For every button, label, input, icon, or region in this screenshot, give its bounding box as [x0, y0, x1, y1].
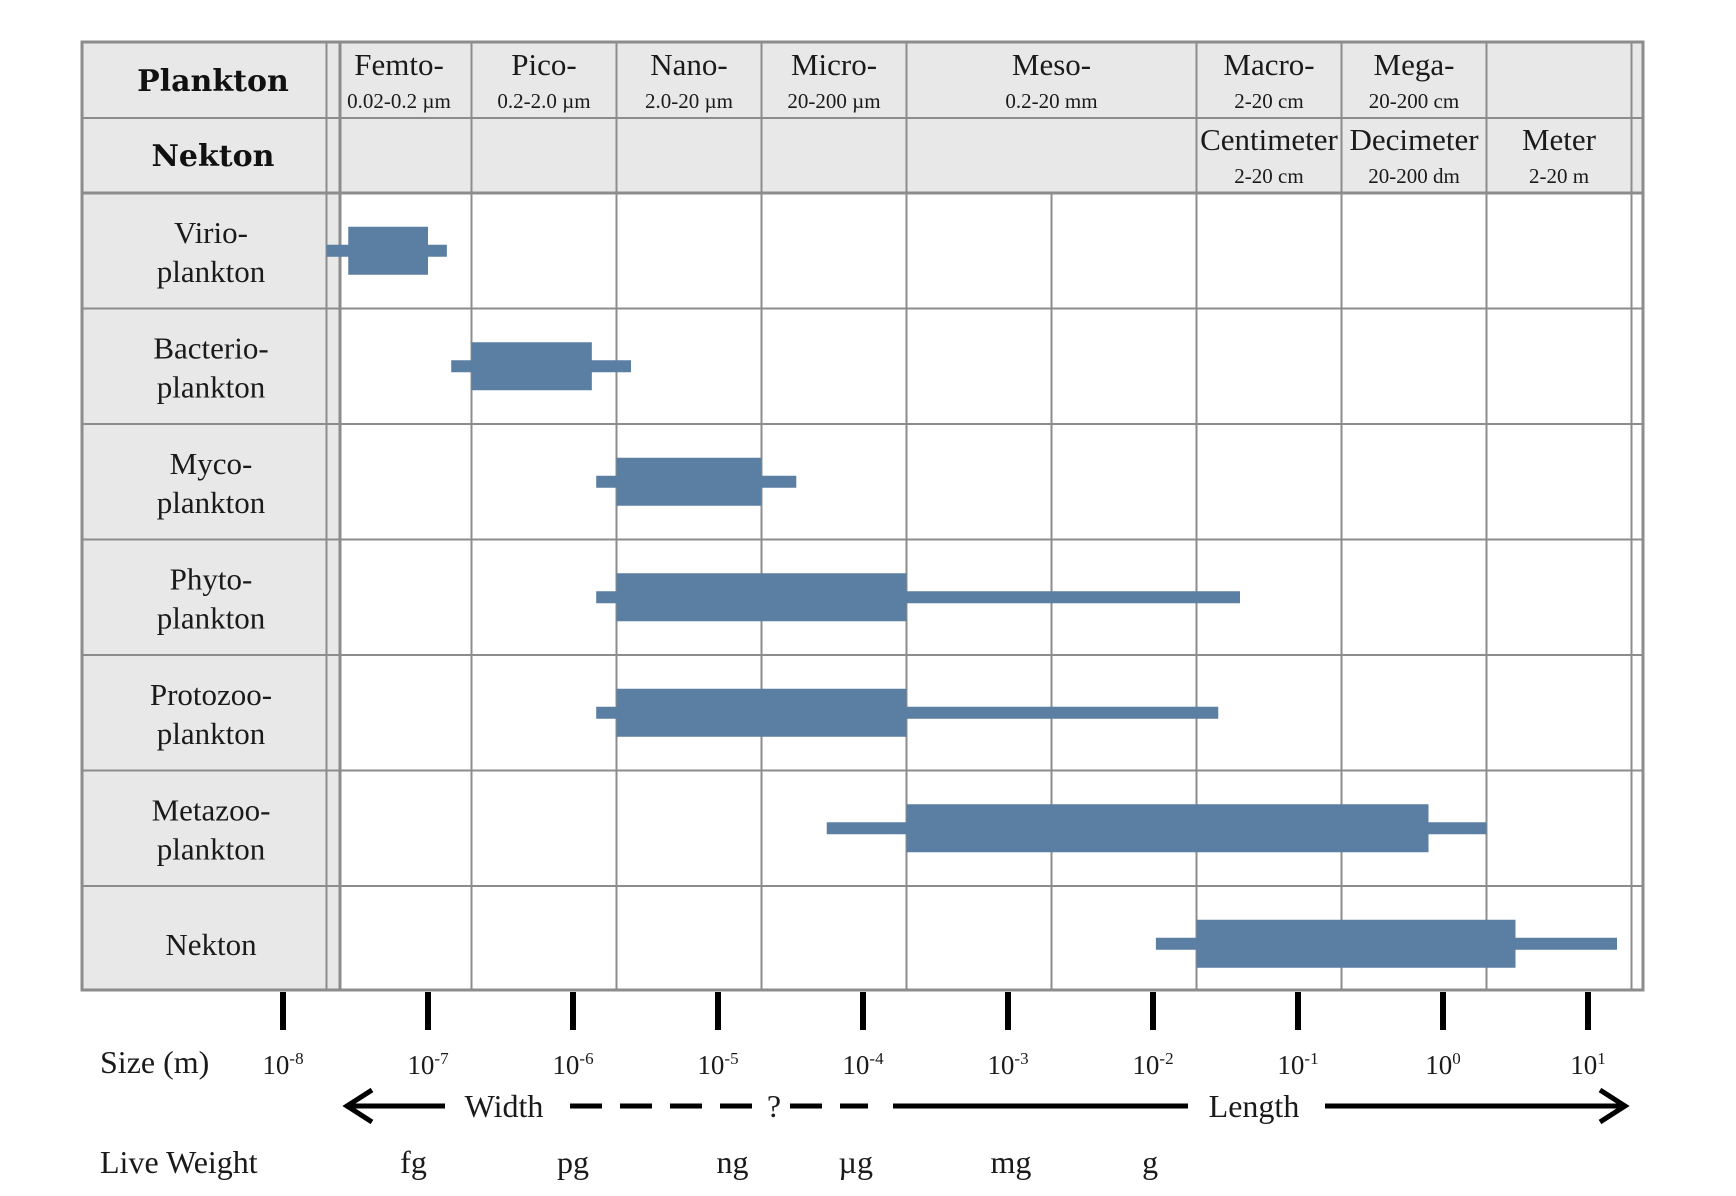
axis-tick — [715, 992, 721, 1030]
length-label: Length — [1209, 1088, 1300, 1124]
live-weight-unit: g — [1142, 1144, 1158, 1180]
row-label-line1: Protozoo- — [150, 677, 272, 712]
axis-tick-label: 10-4 — [842, 1049, 884, 1080]
nekton-class-name: Centimeter — [1200, 122, 1338, 157]
axis-tick-label: 10-8 — [262, 1049, 303, 1080]
axis-tick — [1295, 992, 1301, 1030]
right-arrowhead — [1598, 1087, 1630, 1125]
axis-tick — [1585, 992, 1591, 1030]
nekton-class-name: Meter — [1522, 122, 1597, 157]
axis-tick — [425, 992, 431, 1030]
plankton-class-range: 0.02-0.2 µm — [347, 89, 451, 113]
live-weight-row: Live Weight fg pg ng µg mg g — [100, 1144, 1158, 1180]
axis-tick-label: 10-6 — [552, 1049, 593, 1080]
range-bar-core — [616, 457, 762, 506]
row-label-line1: Phyto- — [170, 561, 253, 596]
axis-tick-label: 100 — [1425, 1049, 1461, 1080]
live-weight-unit: pg — [557, 1144, 589, 1180]
left-arrowhead — [342, 1087, 374, 1125]
row-label-line2: plankton — [157, 600, 266, 635]
range-bar-core — [616, 688, 907, 737]
row-label-line2: plankton — [157, 254, 266, 289]
bars-layer — [326, 226, 1617, 968]
axis-tick — [570, 992, 576, 1030]
grid-border — [80, 40, 1645, 992]
axis-tick — [1005, 992, 1011, 1030]
plankton-class-name: Femto- — [354, 47, 444, 82]
range-bar-core — [616, 573, 907, 622]
row-label-line2: plankton — [157, 485, 266, 520]
axis-tick-label: 10-5 — [697, 1049, 738, 1080]
live-weight-label: Live Weight — [100, 1144, 258, 1180]
axis-tick-label: 10-7 — [407, 1049, 449, 1080]
range-bar-core — [471, 342, 592, 391]
nekton-class-range: 2-20 cm — [1234, 164, 1303, 188]
live-weight-unit: µg — [839, 1144, 873, 1180]
row-label-line1: Virio- — [174, 215, 248, 250]
axis-tick-label: 10-1 — [1277, 1049, 1318, 1080]
plankton-header-label: Plankton — [137, 64, 289, 99]
row-label-line2: plankton — [157, 369, 266, 404]
plankton-class-name: Micro- — [791, 47, 877, 82]
plankton-class-range: 20-200 µm — [787, 89, 880, 113]
live-weight-unit: mg — [990, 1144, 1031, 1180]
axis-tick — [280, 992, 286, 1030]
live-weight-unit: fg — [400, 1144, 427, 1180]
nekton-header-label: Nekton — [152, 139, 275, 174]
row-label-line2: plankton — [157, 831, 266, 866]
uncertain-label: ? — [767, 1088, 781, 1124]
plankton-class-name: Mega- — [1374, 47, 1455, 82]
axis-tick-label: 10-3 — [987, 1049, 1028, 1080]
plankton-class-name: Nano- — [650, 47, 727, 82]
row-label-line1: Metazoo- — [152, 792, 271, 827]
plankton-class-name: Macro- — [1223, 47, 1314, 82]
live-weight-unit: ng — [717, 1144, 749, 1180]
axis-tick-label: 101 — [1570, 1049, 1606, 1080]
width-label: Width — [465, 1088, 544, 1124]
x-axis-label: Size (m) — [100, 1044, 209, 1080]
row-label-line1: Bacterio- — [153, 330, 268, 365]
range-bar-core — [1196, 919, 1516, 968]
plankton-class-name: Pico- — [511, 47, 576, 82]
nekton-class-range: 20-200 dm — [1368, 164, 1460, 188]
range-bar-core — [348, 226, 428, 275]
plankton-class-name: Meso- — [1012, 47, 1091, 82]
plankton-class-range: 2.0-20 µm — [645, 89, 733, 113]
axis-tick — [860, 992, 866, 1030]
row-label-background — [82, 193, 340, 990]
row-label-line1: Myco- — [170, 446, 253, 481]
plankton-class-range: 0.2-20 mm — [1005, 89, 1097, 113]
range-bar-core — [906, 804, 1429, 853]
plankton-class-range: 0.2-2.0 µm — [497, 89, 590, 113]
width-length-indicator: Width ? Length — [342, 1087, 1630, 1125]
nekton-class-name: Decimeter — [1349, 122, 1479, 157]
x-axis: Size (m) 10-8 10-7 10-6 10-5 10-4 10-3 10-2 10-… — [100, 992, 1606, 1080]
axis-tick-label: 10-2 — [1132, 1049, 1173, 1080]
row-label-line2: plankton — [157, 716, 266, 751]
plankton-class-range: 2-20 cm — [1234, 89, 1303, 113]
plankton-class-range: 20-200 cm — [1369, 89, 1459, 113]
header-layer: Plankton Nekton Femto- 0.02-0.2 µm Pico- 0.… — [137, 47, 1597, 188]
rows-layer: Virio-plankton Bacterio-plankton Myco-plan… — [150, 215, 272, 962]
nekton-class-range: 2-20 m — [1529, 164, 1589, 188]
row-label: Nekton — [165, 927, 257, 962]
axis-tick — [1150, 992, 1156, 1030]
axis-tick — [1440, 992, 1446, 1030]
